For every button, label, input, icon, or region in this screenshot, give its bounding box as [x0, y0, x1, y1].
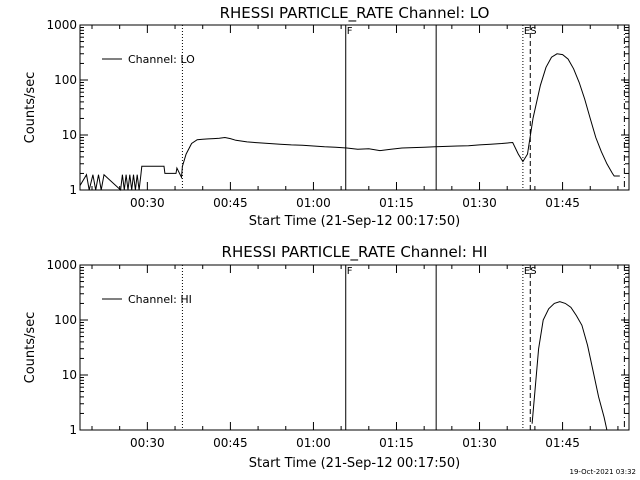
x-axis-label: Start Time (21-Sep-12 00:17:50): [249, 456, 460, 471]
event-marker-label: ES: [524, 266, 537, 277]
chart-panel-1: RHESSI PARTICLE_RATE Channel: LO 1 10 100 10…: [23, 4, 630, 229]
x-tick-label: 01:00: [296, 436, 331, 450]
y-tick-label: 1000: [46, 18, 77, 32]
y-axis-label: Counts/sec: [23, 312, 38, 384]
series-line: [79, 53, 620, 192]
y-tick-label: 10: [62, 128, 77, 142]
y-axis-label: Counts/sec: [23, 72, 38, 144]
x-tick-label: 01:30: [462, 436, 497, 450]
event-marker-label: F: [347, 266, 353, 277]
chart-title: RHESSI PARTICLE_RATE Channel: LO: [220, 4, 490, 23]
x-tick-label: 00:45: [213, 436, 248, 450]
y-tick-label: 10: [62, 368, 77, 382]
x-tick-label: 01:45: [545, 196, 580, 210]
x-tick-label: 01:15: [379, 196, 414, 210]
chart-panel-2: RHESSI PARTICLE_RATE Channel: HI 1 10 100 10…: [23, 243, 630, 471]
x-tick-label: 01:15: [379, 436, 414, 450]
x-tick-label: 01:30: [462, 196, 497, 210]
y-tick-label: 100: [54, 73, 77, 87]
legend-label: Channel: HI: [128, 293, 192, 306]
y-tick-label: 100: [54, 313, 77, 327]
event-marker-label: F: [347, 26, 353, 37]
x-axis-label: Start Time (21-Sep-12 00:17:50): [249, 214, 460, 229]
x-tick-label: 00:30: [130, 196, 165, 210]
x-tick-label: 00:45: [213, 196, 248, 210]
x-tick-label: 01:45: [545, 436, 580, 450]
chart-title: RHESSI PARTICLE_RATE Channel: HI: [222, 243, 488, 262]
x-tick-label: 01:00: [296, 196, 331, 210]
x-tick-label: 00:30: [130, 436, 165, 450]
series-line: [531, 301, 608, 431]
plot-frame: [79, 24, 630, 191]
legend-label: Channel: LO: [128, 53, 195, 66]
y-tick-label: 1000: [46, 258, 77, 272]
event-marker-label: ES: [524, 26, 537, 37]
footer-timestamp: 19-Oct-2021 03:32: [570, 468, 636, 476]
y-tick-label: 1: [69, 423, 77, 437]
plot-frame: [79, 264, 630, 431]
y-tick-label: 1: [69, 183, 77, 197]
